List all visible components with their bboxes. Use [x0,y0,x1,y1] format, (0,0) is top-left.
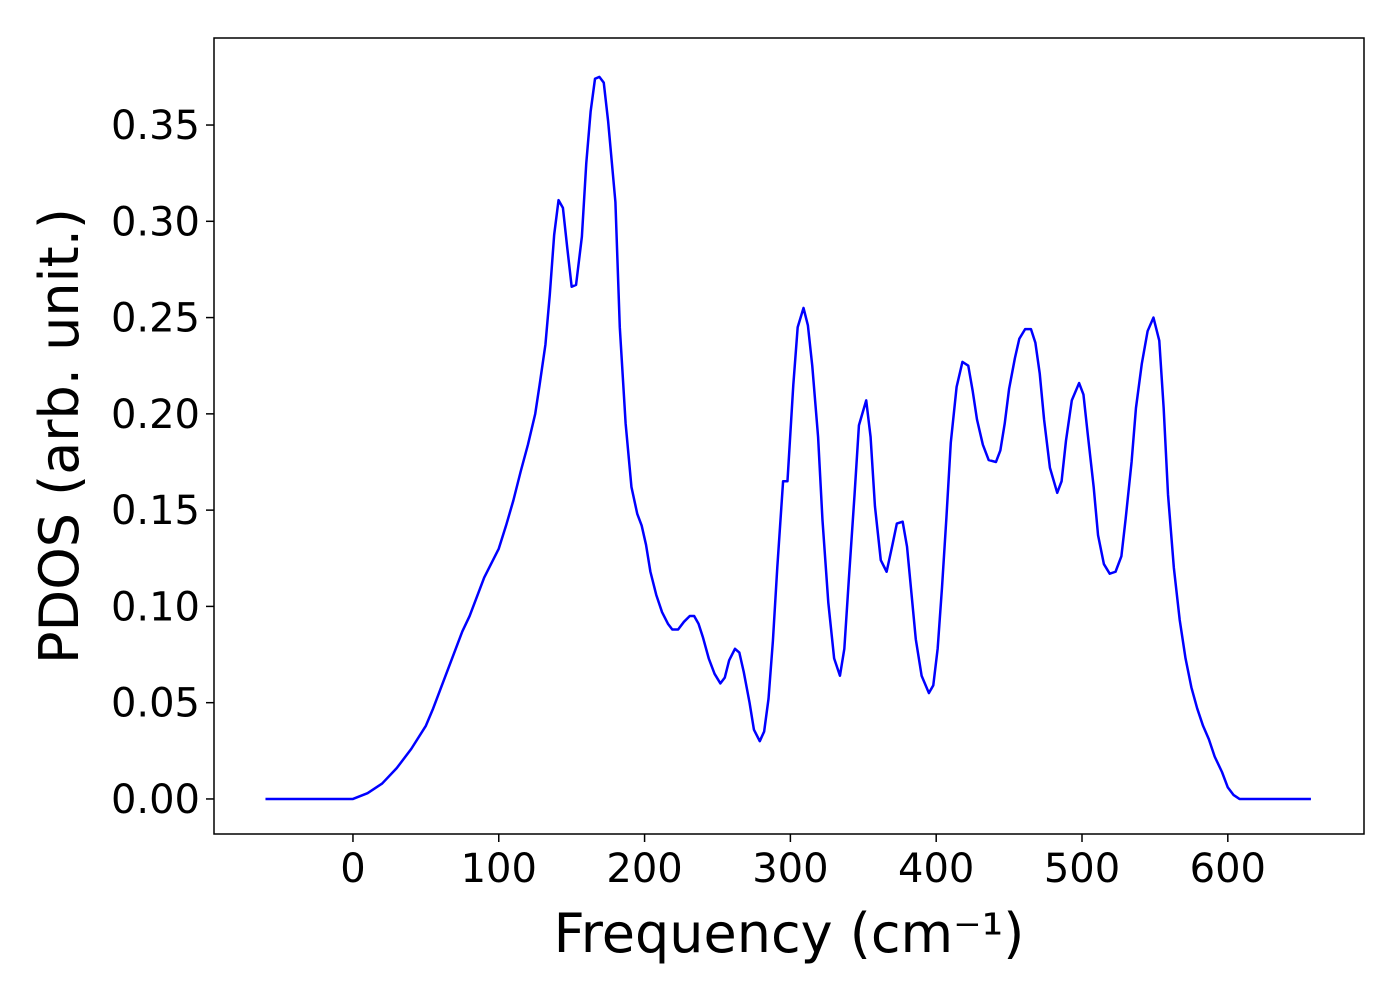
plot-frame [213,37,1365,835]
y-axis-label: PDOS (arb. unit.) [28,208,91,664]
y-tick-label: 0.15 [111,488,200,534]
x-axis-label: Frequency (cm⁻¹) [554,902,1025,965]
x-tick-label: 500 [1044,846,1120,892]
y-tick-label: 0.10 [111,584,200,630]
x-tick-label: 300 [752,846,828,892]
y-tick-label: 0.25 [111,296,200,342]
x-tick-label: 600 [1190,846,1266,892]
data-line [265,75,1311,801]
y-tick-label: 0.20 [111,392,200,438]
x-tick-label: 100 [461,846,537,892]
y-tick-label: 0.00 [111,777,200,823]
y-tick-label: 0.05 [111,681,200,727]
x-tick-label: 200 [606,846,682,892]
x-tick-label: 400 [898,846,974,892]
y-tick-label: 0.30 [111,199,200,245]
x-tick-label: 0 [340,846,365,892]
y-tick-label: 0.35 [111,103,200,149]
